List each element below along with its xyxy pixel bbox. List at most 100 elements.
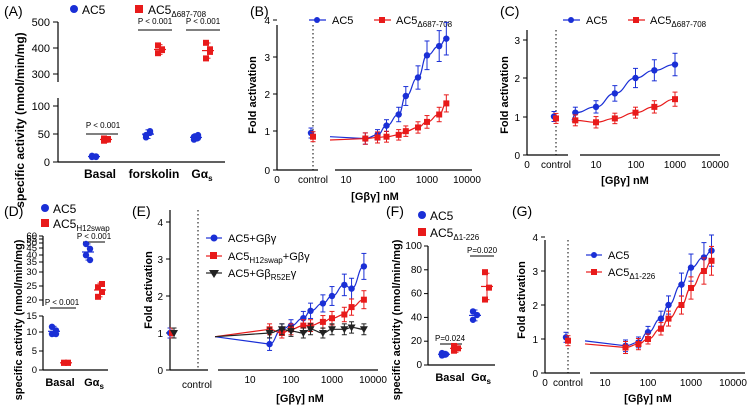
panel-g: (G) AC5 AC5Δ1-226 Fold activation 0 1 2 … [512, 203, 747, 405]
data-point-ac5 [86, 245, 94, 252]
panel-b-label: (B) [250, 3, 269, 19]
svg-text:4: 4 [264, 16, 270, 27]
svg-text:P < 0.001: P < 0.001 [77, 232, 112, 241]
b-plot [307, 21, 450, 145]
data-point [678, 281, 685, 288]
data-point [424, 118, 430, 125]
legend-label-ac5: AC5 [608, 250, 629, 262]
svg-text:10: 10 [244, 375, 256, 386]
data-point [328, 292, 336, 300]
data-point [678, 302, 685, 308]
data-point [362, 135, 369, 142]
f-ytick: 0 [416, 360, 422, 371]
data-point-ac5 [52, 330, 60, 338]
legend-label-ac5: AC5 [430, 209, 454, 223]
data-point [592, 103, 600, 111]
fit-curve [214, 265, 365, 345]
data-point [395, 111, 402, 118]
svg-text:1: 1 [157, 329, 163, 340]
panel-d: (D) AC5 AC5H12swap specific activity (nm… [4, 202, 112, 400]
data-point-mutant [455, 345, 461, 352]
c-ylabel: Fold activation [499, 56, 511, 134]
data-point-mutant [159, 47, 165, 54]
data-point [395, 131, 402, 138]
svg-text:Gαs: Gαs [471, 372, 491, 386]
data-point [657, 325, 664, 332]
svg-text:10000: 10000 [453, 175, 481, 186]
d-ytick: 60 [26, 231, 37, 242]
c-plot [550, 52, 679, 129]
svg-text:100: 100 [628, 160, 645, 171]
d-ytick: 40 [26, 250, 37, 261]
d-ytick: 15 [26, 311, 37, 322]
control-point [310, 133, 316, 140]
legend-marker-ac5 [314, 17, 320, 23]
svg-text:4: 4 [532, 233, 538, 244]
fit-curve [214, 326, 364, 338]
data-point-ac5 [82, 240, 90, 248]
svg-text:1000: 1000 [416, 175, 439, 186]
a-xtick-basal: Basal [84, 167, 116, 181]
svg-text:Basal: Basal [435, 372, 464, 384]
data-point [632, 109, 639, 116]
d-ytick: 45 [26, 243, 37, 254]
a-pvalue: P < 0.001 [186, 17, 221, 26]
data-point-mutant [99, 281, 105, 287]
data-point [341, 311, 348, 318]
data-point [688, 285, 694, 291]
data-point-ac5 [48, 323, 56, 330]
data-point-mutant [99, 289, 105, 295]
panel-d-label: (D) [4, 203, 23, 219]
data-point [348, 285, 355, 292]
d-ytick: 55 [26, 234, 37, 245]
data-point-mutant [451, 347, 457, 354]
f-ytick: 60 [411, 289, 423, 300]
svg-text:0: 0 [274, 175, 280, 186]
d-ytick: 5 [32, 346, 37, 357]
data-point [319, 300, 327, 307]
legend-label-ac5: AC5 [82, 3, 106, 17]
svg-text:10000: 10000 [359, 375, 387, 386]
data-point [266, 340, 273, 348]
legend-label-ac5-d1: AC5Δ1-226 [608, 267, 656, 281]
data-point [329, 315, 335, 322]
data-point-mutant [65, 359, 71, 366]
panel-c-label: (C) [500, 3, 519, 19]
svg-text:2: 2 [514, 74, 520, 85]
panel-f: (F) AC5 AC5Δ1-226 specific activity (nmo… [386, 203, 498, 400]
svg-text:1000: 1000 [321, 375, 344, 386]
svg-text:100: 100 [283, 375, 300, 386]
d-ytick: 10 [26, 327, 37, 338]
svg-text:3: 3 [264, 53, 270, 64]
svg-text:0: 0 [524, 160, 530, 171]
control-point [553, 115, 559, 122]
svg-text:control: control [541, 160, 571, 171]
legend-label-e2: AC5H12swap+Gβγ [228, 251, 310, 265]
svg-text:10000: 10000 [701, 160, 729, 171]
data-point [415, 124, 422, 131]
svg-text:Basal: Basal [45, 377, 74, 389]
legend-e: AC5+Gβγ AC5H12swap+Gβγ AC5+GβR52Eγ [206, 233, 310, 282]
data-point [651, 103, 658, 110]
data-point [622, 344, 629, 351]
data-point [572, 117, 579, 124]
legend-label-ac5: AC5 [332, 15, 353, 27]
panel-b: (B) AC5 AC5Δ687-708 Fold activation 0 1 … [247, 3, 481, 203]
a-ytick: 300 [32, 69, 50, 81]
data-point-mutant [482, 269, 488, 276]
legend-label-e1: AC5+Gβγ [228, 233, 277, 245]
data-point-ac5 [142, 131, 150, 139]
d-ytick: 30 [26, 267, 37, 278]
f-ytick: 80 [411, 265, 423, 276]
svg-text:3: 3 [514, 36, 520, 47]
data-point [299, 330, 308, 337]
svg-text:1000: 1000 [680, 378, 703, 389]
data-point-mutant [207, 46, 213, 53]
data-point [265, 330, 274, 337]
a-points [88, 39, 214, 161]
legend-label-ac5-delta: AC5Δ687-708 [650, 15, 707, 29]
panel-c: (C) AC5 AC5Δ687-708 Fold activation 0 1 … [499, 3, 729, 187]
svg-text:2: 2 [532, 301, 538, 312]
fit-curve [214, 299, 364, 338]
